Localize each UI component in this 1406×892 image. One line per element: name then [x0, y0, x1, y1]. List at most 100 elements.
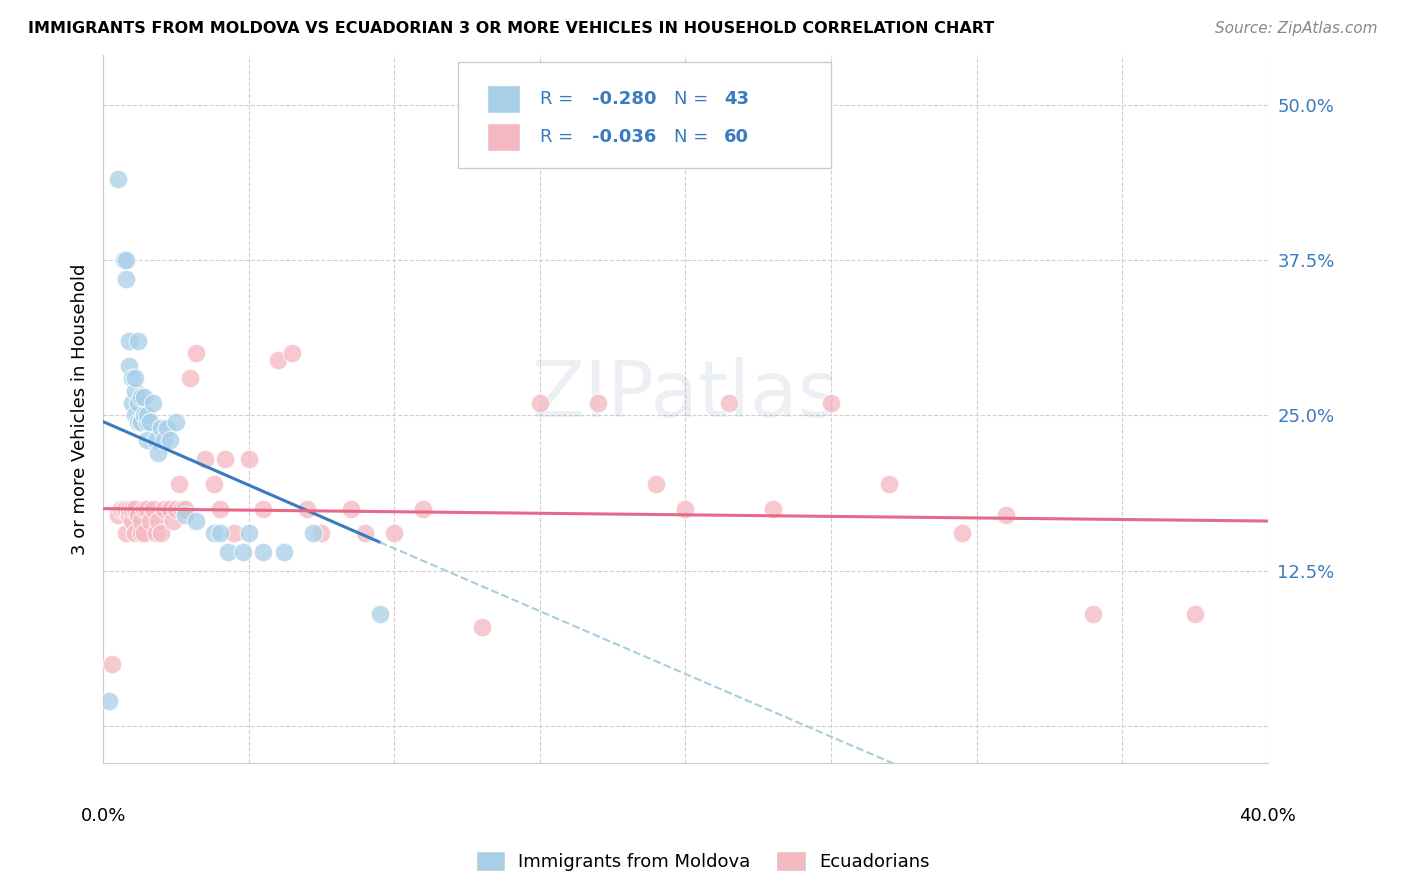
- Point: [124, 371, 146, 385]
- Text: 0.0%: 0.0%: [80, 806, 125, 825]
- Point: [214, 451, 236, 466]
- Point: [238, 451, 260, 466]
- Point: [267, 352, 290, 367]
- Point: [124, 526, 146, 541]
- Point: [273, 545, 295, 559]
- Point: [165, 501, 187, 516]
- Point: [173, 501, 195, 516]
- Point: [124, 409, 146, 423]
- Point: [529, 396, 551, 410]
- Point: [121, 501, 143, 516]
- Point: [115, 526, 138, 541]
- Bar: [488, 86, 520, 113]
- Point: [311, 526, 333, 541]
- Point: [238, 526, 260, 541]
- Point: [252, 501, 274, 516]
- Point: [159, 434, 181, 448]
- Point: [950, 526, 973, 541]
- Point: [471, 620, 494, 634]
- Point: [148, 446, 170, 460]
- Text: N =: N =: [673, 90, 714, 108]
- Point: [132, 390, 155, 404]
- Point: [115, 272, 138, 286]
- Point: [354, 526, 377, 541]
- Point: [718, 396, 741, 410]
- Point: [118, 501, 141, 516]
- Point: [153, 501, 176, 516]
- Point: [124, 384, 146, 398]
- Point: [586, 396, 609, 410]
- Point: [145, 526, 167, 541]
- Point: [129, 526, 152, 541]
- Point: [107, 508, 129, 522]
- Text: 60: 60: [724, 128, 749, 145]
- Point: [142, 396, 165, 410]
- Point: [170, 501, 193, 516]
- Point: [118, 508, 141, 522]
- Point: [217, 545, 239, 559]
- Point: [208, 526, 231, 541]
- Point: [118, 359, 141, 373]
- Point: [97, 694, 120, 708]
- Point: [135, 415, 157, 429]
- Point: [412, 501, 434, 516]
- Text: -0.280: -0.280: [592, 90, 657, 108]
- Point: [135, 501, 157, 516]
- Point: [820, 396, 842, 410]
- Text: ZIPatlas: ZIPatlas: [531, 357, 839, 433]
- Point: [202, 526, 225, 541]
- Text: N =: N =: [673, 128, 714, 145]
- Point: [368, 607, 391, 622]
- Point: [101, 657, 124, 671]
- Point: [145, 434, 167, 448]
- Point: [138, 415, 160, 429]
- Point: [129, 415, 152, 429]
- Y-axis label: 3 or more Vehicles in Household: 3 or more Vehicles in Household: [72, 263, 89, 555]
- Point: [132, 526, 155, 541]
- Text: 43: 43: [724, 90, 749, 108]
- Point: [153, 434, 176, 448]
- Point: [127, 508, 149, 522]
- Point: [135, 434, 157, 448]
- Point: [208, 501, 231, 516]
- Text: R =: R =: [540, 128, 579, 145]
- Point: [115, 253, 138, 268]
- Point: [112, 501, 135, 516]
- Point: [127, 334, 149, 348]
- Point: [112, 253, 135, 268]
- FancyBboxPatch shape: [458, 62, 831, 169]
- Point: [202, 476, 225, 491]
- Point: [107, 172, 129, 186]
- Point: [129, 514, 152, 528]
- Point: [877, 476, 900, 491]
- Point: [295, 501, 318, 516]
- Point: [150, 526, 173, 541]
- Point: [339, 501, 361, 516]
- Text: R =: R =: [540, 90, 579, 108]
- Point: [127, 415, 149, 429]
- Text: Source: ZipAtlas.com: Source: ZipAtlas.com: [1215, 21, 1378, 36]
- Point: [232, 545, 254, 559]
- Point: [645, 476, 668, 491]
- Point: [135, 409, 157, 423]
- Point: [115, 501, 138, 516]
- Point: [194, 451, 217, 466]
- Point: [186, 514, 208, 528]
- Point: [281, 346, 304, 360]
- Point: [179, 371, 201, 385]
- Point: [121, 396, 143, 410]
- Point: [224, 526, 246, 541]
- Point: [156, 421, 179, 435]
- Point: [762, 501, 785, 516]
- Legend: Immigrants from Moldova, Ecuadorians: Immigrants from Moldova, Ecuadorians: [470, 845, 936, 879]
- Text: IMMIGRANTS FROM MOLDOVA VS ECUADORIAN 3 OR MORE VEHICLES IN HOUSEHOLD CORRELATIO: IMMIGRANTS FROM MOLDOVA VS ECUADORIAN 3 …: [28, 21, 994, 36]
- Point: [1081, 607, 1104, 622]
- Point: [110, 501, 132, 516]
- Point: [129, 390, 152, 404]
- Point: [994, 508, 1017, 522]
- Point: [150, 421, 173, 435]
- Point: [252, 545, 274, 559]
- Point: [673, 501, 696, 516]
- Point: [162, 514, 184, 528]
- Point: [118, 334, 141, 348]
